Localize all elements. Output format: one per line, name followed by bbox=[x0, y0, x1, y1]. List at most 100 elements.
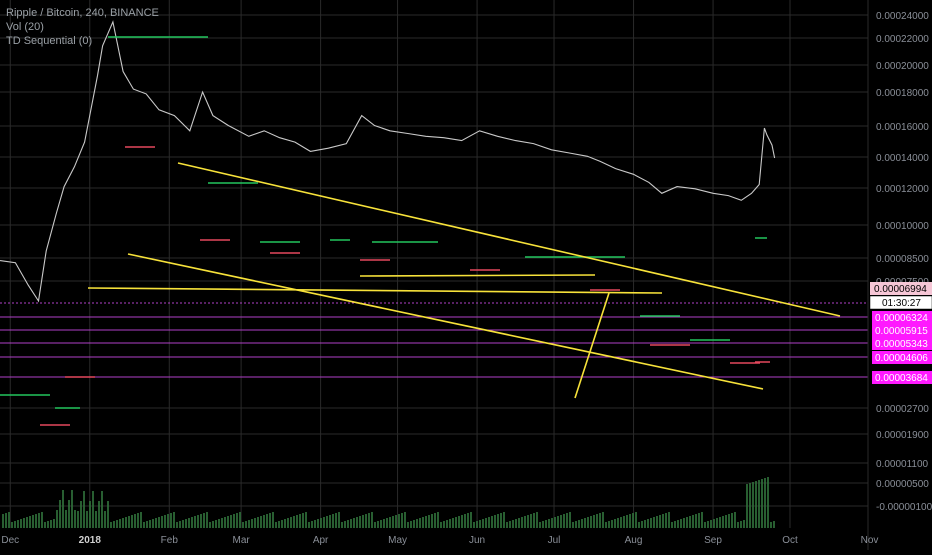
volume-bar bbox=[713, 519, 715, 528]
volume-bar bbox=[533, 513, 535, 528]
volume-bar bbox=[506, 522, 508, 528]
volume-bar bbox=[389, 517, 391, 528]
time-tick-label: Aug bbox=[625, 535, 643, 546]
volume-bar bbox=[569, 512, 571, 528]
volume-bar bbox=[665, 513, 667, 528]
bar-countdown-label: 01:30:27 bbox=[882, 298, 921, 309]
volume-bar bbox=[155, 518, 157, 528]
volume-bar bbox=[200, 514, 202, 528]
volume-bar bbox=[218, 519, 220, 528]
volume-bar bbox=[107, 501, 109, 528]
volume-bar bbox=[770, 522, 772, 528]
volume-bar bbox=[557, 516, 559, 528]
volume-bar bbox=[23, 518, 25, 528]
volume-bar bbox=[401, 513, 403, 528]
volume-bar bbox=[620, 517, 622, 528]
volume-bar bbox=[644, 520, 646, 528]
td-sequential-indicator-label[interactable]: TD Sequential (0) bbox=[6, 35, 93, 47]
volume-bar bbox=[530, 514, 532, 528]
volume-bar bbox=[299, 514, 301, 528]
volume-bar bbox=[257, 517, 259, 528]
volume-bar bbox=[722, 516, 724, 528]
volume-bar bbox=[356, 517, 358, 528]
current-price-label: 0.00006994 bbox=[874, 284, 927, 295]
volume-bar bbox=[497, 514, 499, 528]
volume-bar bbox=[284, 519, 286, 528]
volume-bar bbox=[62, 490, 64, 528]
price-tick-label: 0.00008500 bbox=[876, 254, 929, 265]
volume-bar bbox=[353, 518, 355, 528]
volume-indicator-label[interactable]: Vol (20) bbox=[6, 21, 44, 33]
volume-bars bbox=[2, 477, 775, 528]
volume-bar bbox=[578, 520, 580, 528]
volume-bar bbox=[650, 518, 652, 528]
time-tick-label: Mar bbox=[232, 535, 250, 546]
trendline bbox=[574, 292, 610, 399]
price-line bbox=[0, 20, 776, 303]
volume-bar bbox=[149, 520, 151, 528]
volume-bar bbox=[326, 516, 328, 528]
volume-bar bbox=[281, 520, 283, 528]
volume-bar bbox=[560, 515, 562, 528]
volume-bar bbox=[473, 522, 475, 528]
volume-bar bbox=[407, 522, 409, 528]
volume-bar bbox=[332, 514, 334, 528]
volume-bar bbox=[656, 516, 658, 528]
volume-bar bbox=[551, 518, 553, 528]
volume-bar bbox=[734, 512, 736, 528]
volume-bar bbox=[146, 521, 148, 528]
volume-bar bbox=[119, 519, 121, 528]
symbol-title[interactable]: Ripple / Bitcoin, 240, BINANCE bbox=[6, 7, 159, 19]
volume-bar bbox=[272, 512, 274, 528]
volume-bar bbox=[113, 521, 115, 528]
volume-bar bbox=[371, 512, 373, 528]
volume-bar bbox=[710, 520, 712, 528]
volume-bar bbox=[680, 519, 682, 528]
volume-bar bbox=[290, 517, 292, 528]
volume-bar bbox=[443, 521, 445, 528]
volume-bar bbox=[422, 517, 424, 528]
volume-bar bbox=[242, 522, 244, 528]
volume-bar bbox=[314, 520, 316, 528]
volume-bar bbox=[605, 522, 607, 528]
price-tick-label: 0.00022000 bbox=[876, 34, 929, 45]
volume-bar bbox=[383, 519, 385, 528]
volume-bar bbox=[209, 522, 211, 528]
price-tick-label: 0.00016000 bbox=[876, 122, 929, 133]
volume-bar bbox=[134, 514, 136, 528]
support-resistance-levels bbox=[0, 302, 868, 378]
volume-bar bbox=[17, 520, 19, 528]
volume-bar bbox=[74, 510, 76, 528]
time-tick-label: May bbox=[388, 535, 407, 546]
volume-bar bbox=[161, 516, 163, 528]
volume-bar bbox=[632, 513, 634, 528]
volume-bar bbox=[404, 512, 406, 528]
volume-bar bbox=[311, 521, 313, 528]
volume-bar bbox=[731, 513, 733, 528]
volume-bar bbox=[398, 514, 400, 528]
volume-bar bbox=[215, 520, 217, 528]
volume-bar bbox=[449, 519, 451, 528]
volume-bar bbox=[467, 513, 469, 528]
volume-bar bbox=[737, 522, 739, 528]
volume-bar bbox=[131, 515, 133, 528]
volume-bar bbox=[425, 516, 427, 528]
volume-bar bbox=[581, 519, 583, 528]
volume-bar bbox=[86, 511, 88, 528]
volume-bar bbox=[464, 514, 466, 528]
time-tick-label: Apr bbox=[313, 535, 329, 546]
volume-bar bbox=[452, 518, 454, 528]
time-tick-label: 2018 bbox=[79, 535, 102, 546]
price-tick-label: -0.00000100 bbox=[876, 502, 932, 513]
volume-bar bbox=[104, 511, 106, 528]
volume-bar bbox=[674, 521, 676, 528]
volume-bar bbox=[137, 513, 139, 528]
level-price-label-bg bbox=[872, 371, 932, 384]
volume-bar bbox=[221, 518, 223, 528]
volume-bar bbox=[503, 512, 505, 528]
volume-bar bbox=[638, 522, 640, 528]
volume-bar bbox=[65, 510, 67, 528]
volume-bar bbox=[395, 515, 397, 528]
